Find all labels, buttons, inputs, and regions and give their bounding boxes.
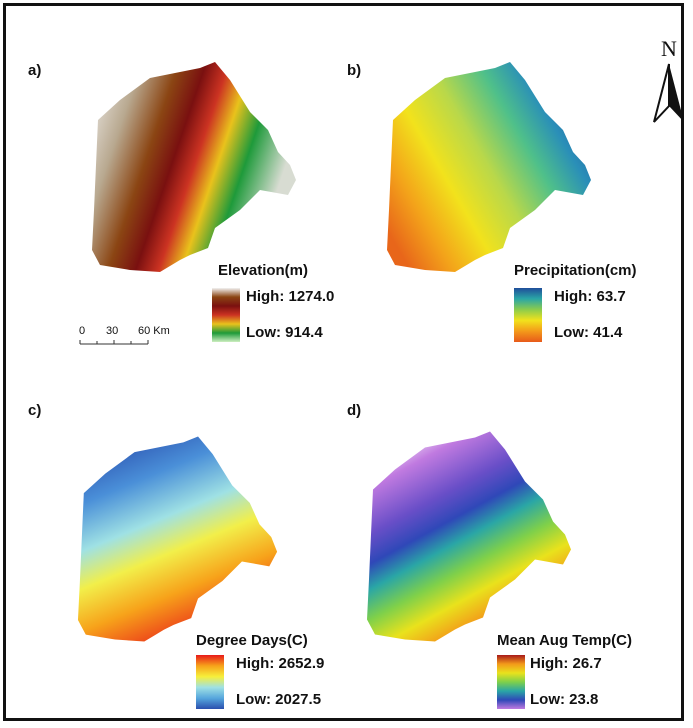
legend-low-mean-aug-temp: Low: 23.8: [530, 691, 599, 708]
legend-title-mean-aug-temp: Mean Aug Temp(C): [497, 632, 632, 649]
panel-label-b: b): [347, 62, 362, 79]
legend-high-degree-days: High: 2652.9: [236, 655, 325, 672]
legend-colorbar-precipitation: [514, 288, 542, 342]
legend-title-precipitation: Precipitation(cm): [514, 262, 637, 279]
legend-low-degree-days: Low: 2027.5: [236, 691, 322, 708]
north-arrow: N: [652, 36, 686, 131]
scale-label-0: 0: [79, 325, 85, 337]
elevation-map: [92, 62, 296, 272]
panel-label-c: c): [28, 402, 42, 419]
legend-high-mean-aug-temp: High: 26.7: [530, 655, 602, 672]
degree-days-map: [77, 436, 278, 642]
scale-label-30: 30: [106, 325, 118, 337]
legend-high-precipitation: High: 63.7: [554, 288, 626, 305]
mean-aug-temp-map: [367, 431, 571, 642]
legend-colorbar-mean-aug-temp: [497, 655, 525, 709]
scale-label-60: 60 Km: [138, 325, 170, 337]
panel-label-a: a): [28, 62, 42, 79]
legend-title-elevation: Elevation(m): [218, 262, 309, 279]
legend-colorbar-degree-days: [196, 655, 224, 709]
scale-bar: 0 30 60 Km: [79, 325, 170, 345]
precipitation-map: [387, 62, 591, 272]
legend-title-degree-days: Degree Days(C): [196, 632, 308, 649]
figure-frame: [3, 3, 684, 721]
north-letter: N: [661, 36, 677, 61]
legend-low-precipitation: Low: 41.4: [554, 324, 623, 341]
legend-colorbar-elevation: [212, 288, 240, 342]
legend-high-elevation: High: 1274.0: [246, 288, 335, 305]
north-arrow-icon: [653, 63, 684, 123]
legend-low-elevation: Low: 914.4: [246, 324, 323, 341]
panel-label-d: d): [347, 402, 362, 419]
